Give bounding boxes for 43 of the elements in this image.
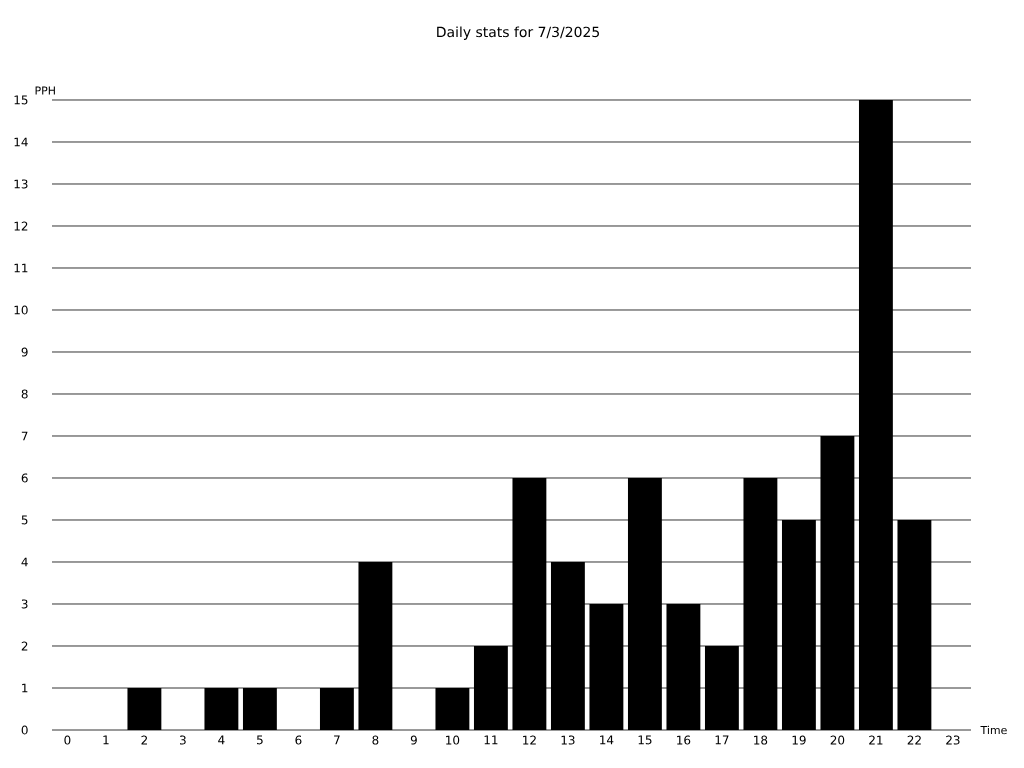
y-tick-label: 7 [21, 431, 28, 441]
y-tick-label: 10 [14, 305, 28, 315]
y-tick-label: 11 [14, 263, 28, 273]
y-tick-label: 12 [14, 221, 28, 231]
x-tick-label: 19 [792, 735, 806, 745]
y-tick-label: 4 [21, 557, 28, 567]
y-tick-label: 2 [21, 641, 28, 651]
x-tick-label: 12 [523, 735, 536, 745]
x-tick-label: 16 [677, 735, 691, 745]
y-axis-title: PPH [35, 86, 55, 95]
x-tick-label: 20 [830, 735, 845, 745]
y-tick-label: 3 [21, 599, 28, 609]
x-tick-label: 4 [218, 735, 225, 745]
x-tick-label: 23 [946, 735, 960, 745]
chart-title: Daily stats for 7/3/2025 [437, 26, 599, 40]
y-tick-label: 1 [22, 683, 28, 693]
y-tick-label: 9 [21, 347, 28, 357]
x-tick-label: 1 [103, 735, 109, 745]
y-tick-label: 15 [14, 95, 28, 105]
x-tick-label: 14 [600, 735, 614, 745]
x-tick-label: 6 [295, 735, 302, 745]
x-tick-label: 2 [141, 735, 147, 745]
x-tick-label: 22 [907, 735, 921, 745]
x-tick-label: 18 [754, 735, 768, 745]
x-tick-label: 11 [484, 735, 498, 745]
x-tick-label: 9 [410, 735, 417, 745]
y-tick-label: 6 [21, 473, 28, 483]
y-tick-label: 13 [14, 179, 28, 189]
y-tick-label: 14 [14, 137, 28, 147]
y-tick-label: 5 [21, 515, 28, 525]
x-tick-label: 8 [372, 735, 379, 745]
x-tick-label: 3 [180, 735, 186, 745]
x-axis-title: Time [980, 725, 1007, 735]
x-tick-label: 7 [334, 735, 340, 745]
x-tick-label: 5 [257, 735, 263, 745]
y-tick-label: 0 [21, 725, 28, 735]
x-tick-label: 10 [446, 735, 460, 745]
y-tick-label: 8 [21, 389, 28, 399]
x-tick-label: 13 [561, 735, 575, 745]
x-tick-label: 21 [869, 735, 883, 745]
x-tick-label: 15 [638, 735, 652, 745]
x-tick-label: 0 [64, 735, 71, 745]
x-tick-label: 17 [715, 735, 729, 745]
